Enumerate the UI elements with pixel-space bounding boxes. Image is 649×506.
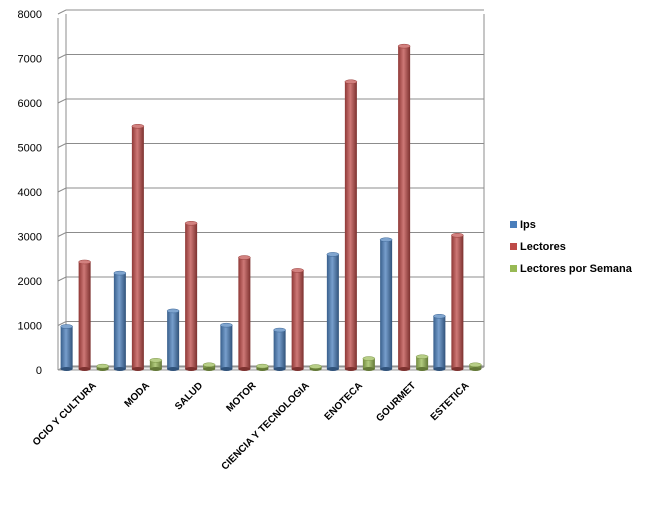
bar-ips	[273, 327, 286, 371]
bar-lectores	[397, 43, 411, 371]
bar-lectores	[451, 233, 464, 371]
bar-lectores	[238, 255, 251, 371]
bar-ips	[113, 270, 127, 371]
bar-lectores	[291, 268, 304, 371]
x-category-label: GOURMET	[374, 380, 418, 424]
bar-lectores-por-semana	[362, 356, 376, 371]
bar-ips	[220, 322, 233, 371]
legend-label: Ips	[520, 219, 536, 231]
x-category-label: MODA	[123, 380, 152, 409]
gridline	[57, 98, 484, 104]
bar-ips	[166, 308, 180, 371]
y-tick-label: 6000	[18, 98, 42, 110]
bar-lectores	[131, 124, 145, 371]
bar-lectores-por-semana	[202, 362, 216, 371]
bar-lectores-por-semana	[256, 363, 269, 371]
legend-swatch	[510, 221, 517, 228]
bar-ips	[326, 252, 340, 371]
bar-lectores	[78, 259, 91, 371]
x-category-label: CIENCIA Y TECNOLOGIA	[220, 380, 312, 472]
bar-ips	[379, 237, 393, 371]
bar-ips	[60, 324, 73, 371]
x-category-label: SALUD	[173, 380, 205, 412]
gridline	[57, 54, 484, 59]
legend-swatch	[510, 265, 517, 272]
legend-item: Lectores por Semana	[510, 263, 633, 275]
y-tick-label: 2000	[18, 276, 42, 288]
bar-lectores-por-semana	[469, 362, 482, 371]
y-tick-label: 4000	[18, 187, 42, 199]
bars	[60, 43, 482, 371]
legend-label: Lectores	[520, 241, 566, 253]
bar-lectores-por-semana	[96, 363, 109, 371]
legend: Ips Lectores Lectores por Semana	[510, 219, 633, 275]
bar-lectores-por-semana	[309, 364, 322, 371]
x-category-label: ENOTECA	[323, 380, 365, 422]
y-tick-label: 3000	[18, 232, 42, 244]
bar-ips	[433, 314, 446, 371]
legend-label: Lectores por Semana	[520, 263, 633, 275]
bar-lectores-por-semana	[149, 358, 163, 371]
gridline	[57, 9, 484, 15]
bar-lectores-por-semana	[415, 354, 429, 371]
y-axis-tick-labels: 0 1000 2000 3000 4000 5000 6000 7000 8000	[18, 9, 42, 377]
y-tick-label: 8000	[18, 9, 42, 21]
bar-lectores	[344, 79, 358, 371]
y-tick-label: 1000	[18, 321, 42, 333]
x-category-label: ESTETICA	[429, 380, 472, 423]
x-category-label: OCIO Y CULTURA	[31, 380, 99, 448]
legend-swatch	[510, 243, 517, 250]
y-tick-label: 5000	[18, 143, 42, 155]
y-tick-label: 0	[36, 365, 42, 377]
legend-item: Lectores	[510, 241, 566, 253]
gridline	[57, 143, 484, 148]
gridline	[57, 187, 484, 193]
x-category-label: MOTOR	[225, 380, 260, 415]
legend-item: Ips	[510, 219, 536, 231]
bar-lectores	[184, 221, 198, 371]
gridline	[57, 232, 484, 237]
y-tick-label: 7000	[18, 54, 42, 66]
